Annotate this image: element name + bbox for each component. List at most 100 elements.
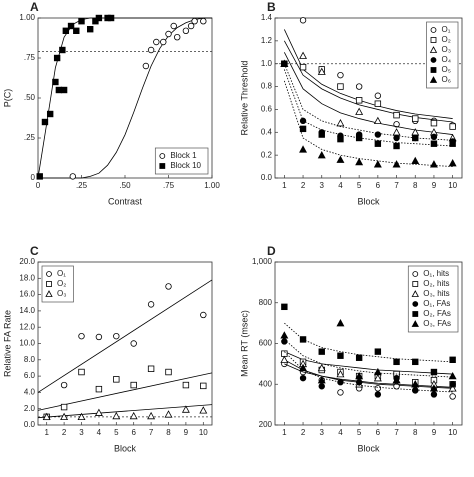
marker bbox=[299, 336, 307, 343]
plot-frame bbox=[274, 17, 463, 179]
marker bbox=[393, 121, 400, 128]
marker bbox=[36, 173, 43, 180]
fit-line bbox=[283, 69, 453, 147]
legend-label: Block 1 bbox=[170, 151, 197, 160]
marker bbox=[449, 356, 456, 363]
marker bbox=[55, 86, 63, 94]
fit-line bbox=[38, 17, 212, 179]
y-tick-label: 1.0 bbox=[261, 59, 273, 68]
x-axis-label: Block bbox=[114, 443, 137, 453]
x-tick-label: 8 bbox=[166, 428, 171, 437]
legend-box bbox=[154, 147, 209, 175]
marker bbox=[164, 410, 173, 418]
marker bbox=[430, 140, 438, 147]
marker bbox=[281, 303, 288, 311]
y-tick-label: 6.0 bbox=[24, 371, 36, 380]
fit-line bbox=[284, 339, 453, 378]
marker bbox=[337, 379, 344, 386]
y-tick-label: 1.2 bbox=[261, 36, 273, 45]
marker bbox=[392, 128, 401, 136]
x-tick-label: 4 bbox=[97, 428, 102, 437]
marker bbox=[170, 22, 177, 30]
marker bbox=[355, 354, 363, 361]
marker bbox=[374, 391, 382, 398]
panel: A 0 .25 .50 .75 1.00 0 .25 .50 .75 1.00 Contrast P(C… bbox=[2, 0, 220, 206]
marker bbox=[449, 123, 456, 130]
y-tick-label: 4.0 bbox=[24, 388, 36, 397]
marker bbox=[412, 134, 419, 142]
x-tick-label: 7 bbox=[394, 428, 399, 437]
marker bbox=[337, 389, 344, 396]
marker bbox=[112, 411, 121, 420]
marker bbox=[52, 78, 59, 86]
marker bbox=[449, 140, 456, 147]
marker bbox=[182, 381, 190, 389]
marker bbox=[77, 412, 86, 421]
marker bbox=[355, 97, 363, 104]
x-tick-label: .25 bbox=[76, 181, 88, 190]
x-axis-label: Contrast bbox=[108, 196, 143, 206]
marker bbox=[318, 383, 325, 390]
marker bbox=[199, 406, 208, 414]
y-tick-label: 400 bbox=[259, 379, 273, 388]
y-tick-label: 16.0 bbox=[19, 290, 35, 299]
legend-marker bbox=[429, 76, 438, 83]
x-tick-label: 6 bbox=[376, 428, 381, 437]
fit-line bbox=[37, 404, 213, 419]
legend-box bbox=[426, 21, 459, 89]
legend-label: O₄ bbox=[442, 55, 452, 64]
x-tick-label: .50 bbox=[119, 181, 131, 190]
marker bbox=[337, 71, 344, 79]
x-tick-label: 6 bbox=[376, 181, 381, 190]
legend-marker bbox=[412, 281, 419, 287]
marker bbox=[429, 160, 438, 168]
legend-label: O₁ bbox=[57, 269, 66, 278]
x-tick-label: 1.00 bbox=[204, 181, 220, 190]
legend-label: O₅ bbox=[442, 65, 451, 74]
legend-marker bbox=[412, 271, 419, 277]
marker bbox=[41, 118, 49, 126]
marker bbox=[182, 27, 190, 34]
legend-label: O₃, hits bbox=[423, 289, 449, 298]
y-tick-label: 1,000 bbox=[252, 257, 273, 266]
x-tick-label: .75 bbox=[163, 181, 175, 190]
y-axis-label: Mean RT (msec) bbox=[239, 310, 249, 377]
marker bbox=[336, 119, 345, 127]
y-tick-label: 1.00 bbox=[19, 13, 35, 22]
marker bbox=[430, 368, 438, 376]
x-tick-label: 0 bbox=[36, 181, 41, 190]
y-tick-label: 0.4 bbox=[261, 127, 273, 136]
marker bbox=[95, 14, 103, 22]
legend-label: O₁, hits bbox=[423, 269, 449, 278]
marker bbox=[449, 393, 456, 400]
marker bbox=[299, 374, 307, 382]
marker bbox=[318, 131, 325, 138]
marker bbox=[317, 363, 326, 372]
marker bbox=[280, 331, 289, 339]
marker bbox=[412, 387, 419, 394]
marker bbox=[373, 367, 382, 376]
marker bbox=[355, 107, 364, 115]
x-tick-label: 9 bbox=[184, 428, 189, 437]
marker bbox=[60, 381, 68, 389]
y-axis-label: Relative FA Rate bbox=[2, 310, 12, 377]
panel: D 1 2 3 4 5 6 7 8 9 10 200 400 600 800 1,000 Block Mean R… bbox=[239, 244, 463, 453]
marker bbox=[374, 140, 382, 147]
marker bbox=[46, 110, 54, 118]
marker bbox=[430, 119, 438, 127]
marker bbox=[200, 311, 207, 319]
marker bbox=[449, 381, 456, 388]
marker bbox=[355, 83, 363, 90]
x-tick-label: 3 bbox=[320, 181, 325, 190]
marker bbox=[448, 384, 457, 392]
legend-marker bbox=[430, 37, 437, 43]
x-tick-label: 5 bbox=[357, 181, 362, 190]
marker bbox=[53, 54, 61, 62]
legend-label: O₃ bbox=[57, 289, 66, 298]
x-tick-label: 7 bbox=[149, 428, 154, 437]
panel: B 1 2 3 4 5 6 7 8 9 10 0.0 0.2 0.4 0.6 0.8 1.0 1.2 1.4 Bloc… bbox=[239, 0, 463, 206]
panel-label: B bbox=[267, 0, 276, 14]
marker bbox=[299, 63, 307, 71]
marker bbox=[62, 27, 70, 34]
